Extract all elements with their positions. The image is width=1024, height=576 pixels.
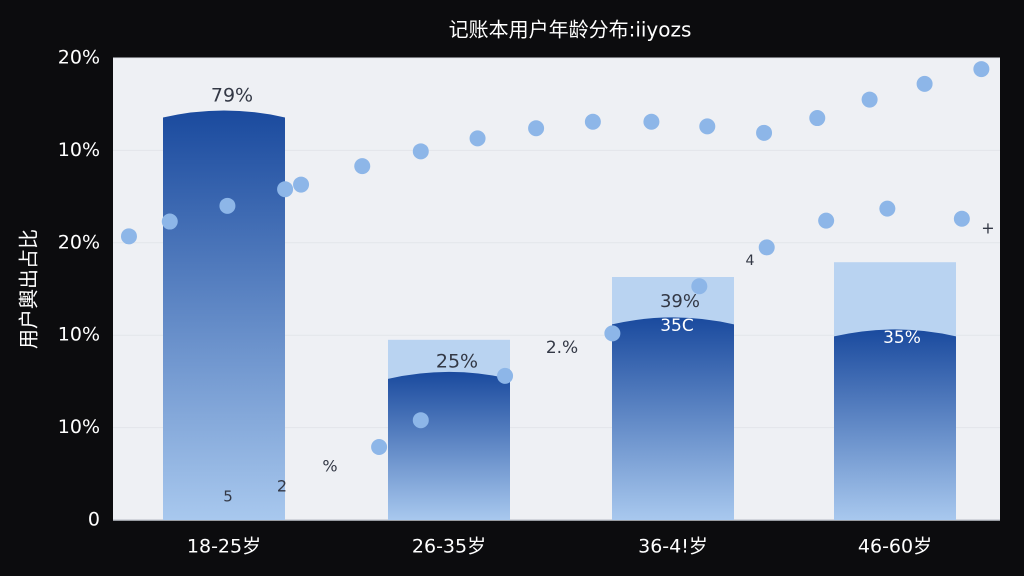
dot [219,197,236,214]
dot [293,176,310,193]
dot [412,143,429,160]
y-tick-label: 20% [58,47,100,69]
y-tick-label: 0 [88,509,100,531]
dot [916,75,933,92]
dot [861,91,878,108]
annotation: 79% [211,85,253,107]
annotation: 4 [746,253,755,269]
dot [809,110,826,127]
annotation: 2.% [546,338,578,358]
dot [469,130,486,147]
dot [412,412,429,429]
dot [371,439,388,456]
bar [612,317,734,520]
y-tick-label: 10% [58,139,100,161]
dot [818,212,835,229]
dot [277,181,294,198]
dot [161,213,178,230]
bar [834,329,956,520]
dot [758,239,775,256]
y-tick-label: 10% [58,416,100,438]
dot [973,61,990,78]
y-tick-label: 10% [58,324,100,346]
dot [528,120,545,137]
bar [163,110,285,520]
annotation: 5 [223,488,233,506]
dot [120,228,137,245]
annotation: 2 [277,477,287,496]
dot [699,118,716,135]
bar [388,371,510,520]
annotation: % [322,457,337,476]
annotation: 35% [883,328,921,348]
annotation: 25% [436,351,478,373]
x-tick-label: 18-25岁 [187,536,261,558]
dot [691,278,708,295]
dot [497,367,514,384]
y-axis-label: 用户輿出占比 [17,229,41,349]
dot [879,200,896,217]
annotation: 35C [660,316,694,336]
annotation: + [981,219,994,238]
dot [756,124,773,141]
dot [354,158,371,175]
dot [604,325,621,342]
dot [953,210,970,227]
x-tick-label: 26-35岁 [412,536,486,558]
x-tick-label: 46-60岁 [858,536,932,558]
y-tick-label: 20% [58,231,100,253]
annotation: 39% [660,291,700,312]
dot [584,113,601,130]
x-tick-label: 36-4!岁 [638,536,708,558]
chart-title: 记账本用户年龄分布:iiyozs [449,18,692,42]
dot [643,113,660,130]
